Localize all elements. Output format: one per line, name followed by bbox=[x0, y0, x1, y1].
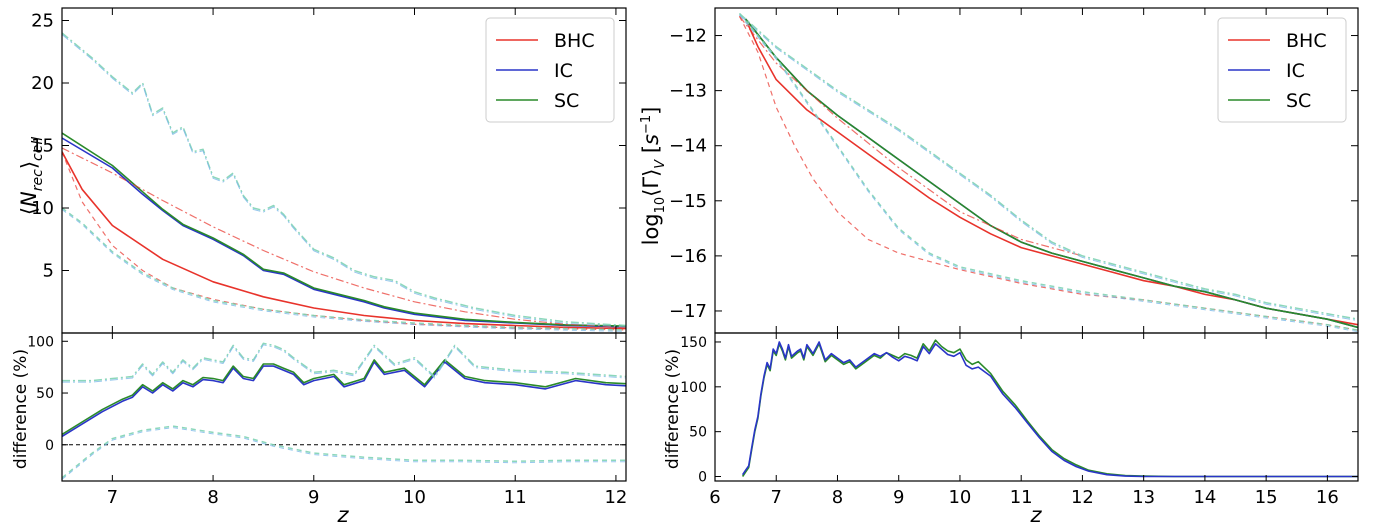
ytick-label-bottom-right: 100 bbox=[680, 380, 707, 396]
series-top-right-5-shadow bbox=[739, 14, 1358, 322]
xtick-label-bottom-left: 8 bbox=[207, 487, 218, 508]
xtick-label-bottom-right: 9 bbox=[893, 487, 904, 508]
legend-label-bhc: BHC bbox=[554, 30, 595, 52]
ytick-label-bottom-left: 50 bbox=[36, 386, 54, 402]
axes-frame-bottom-right bbox=[714, 332, 1359, 482]
ytick-label-bottom-left: 0 bbox=[45, 438, 54, 454]
ytick-label-top-right: −16 bbox=[669, 246, 707, 267]
ytick-label-top-right: −13 bbox=[669, 81, 707, 102]
xtick-label-bottom-right: 16 bbox=[1316, 487, 1339, 508]
xtick-label-bottom-right: 7 bbox=[771, 487, 782, 508]
ytick-label-top-right: −14 bbox=[669, 136, 707, 157]
plot-area-top-left bbox=[62, 32, 626, 332]
series-top-left-6-shadow bbox=[62, 209, 626, 332]
series-bottom-left-2 bbox=[62, 342, 626, 382]
legend-label-ic: IC bbox=[554, 60, 573, 82]
series-bottom-left-0-ic bbox=[62, 361, 626, 438]
legend-top-right: BHC IC SC bbox=[1217, 17, 1347, 123]
ytick-label-top-left: 15 bbox=[31, 136, 54, 157]
legend-label-ic: IC bbox=[1286, 60, 1305, 82]
ytick-label-bottom-right: 0 bbox=[698, 470, 707, 486]
legend-top-left: BHC IC SC bbox=[485, 17, 615, 123]
ylabel-top-left: ⟨Nrec⟩cell bbox=[17, 137, 46, 215]
xtick-label-bottom-right: 13 bbox=[1132, 487, 1155, 508]
panel-bottom-left: 7 8 9 10 11 12 0 50 100 bbox=[27, 332, 627, 508]
xtick-label-bottom-left: 12 bbox=[604, 487, 627, 508]
ytick-label-top-right: −12 bbox=[669, 26, 707, 47]
plot-area-bottom-left bbox=[62, 342, 626, 480]
series-bottom-left-3 bbox=[62, 425, 626, 479]
series-bottom-left-2-shadow bbox=[62, 344, 626, 383]
xtick-label-bottom-right: 8 bbox=[832, 487, 843, 508]
axes-frame-bottom-left bbox=[61, 332, 627, 482]
ylabel-bottom-right: difference (%) bbox=[663, 349, 683, 469]
ylabel-top-right: log10⟨Γ⟩V [s−1] bbox=[639, 107, 668, 246]
ytick-label-top-left: 5 bbox=[43, 261, 54, 282]
legend-box-top-right bbox=[1217, 17, 1347, 123]
ytick-label-bottom-right: 150 bbox=[680, 335, 707, 351]
plot-area-bottom-right bbox=[741, 339, 1358, 478]
series-top-right-2-sc bbox=[744, 18, 1358, 329]
xtick-label-bottom-right: 14 bbox=[1193, 487, 1216, 508]
series-top-right-5 bbox=[738, 12, 1358, 320]
ytick-label-top-right: −15 bbox=[669, 191, 707, 212]
series-top-left-6 bbox=[62, 207, 626, 331]
ylabel-bottom-left: difference (%) bbox=[11, 349, 31, 469]
plot-area-top-right bbox=[738, 12, 1358, 333]
xtick-label-bottom-right: 15 bbox=[1255, 487, 1278, 508]
series-top-right-6 bbox=[738, 13, 1358, 331]
series-bottom-left-1-sc bbox=[62, 359, 626, 436]
series-top-left-5-shadow bbox=[62, 34, 626, 328]
series-bottom-left-3-shadow bbox=[62, 427, 626, 480]
series-top-right-3 bbox=[738, 16, 1358, 331]
panel-bottom-right: 6 7 8 9 10 11 12 13 14 15 16 0 50 100 150 bbox=[680, 332, 1359, 508]
series-top-left-5 bbox=[62, 32, 626, 327]
xtick-label-bottom-left: 9 bbox=[308, 487, 319, 508]
xtick-label-bottom-left: 7 bbox=[107, 487, 118, 508]
series-bottom-right-1-ic bbox=[741, 341, 1358, 478]
series-top-left-2-sc bbox=[62, 132, 626, 327]
legend-label-sc: SC bbox=[554, 90, 579, 112]
xtick-label-bottom-right: 11 bbox=[1010, 487, 1033, 508]
ytick-label-bottom-left: 100 bbox=[27, 334, 54, 350]
series-top-left-4 bbox=[62, 147, 626, 328]
series-bottom-right-0-sc bbox=[741, 339, 1358, 478]
xlabel-bottom-left: z bbox=[336, 503, 349, 526]
panel-top-left: 5 10 15 20 25 BHC IC SC bbox=[31, 7, 627, 334]
xtick-label-bottom-right: 12 bbox=[1071, 487, 1094, 508]
legend-label-bhc: BHC bbox=[1286, 30, 1327, 52]
series-top-right-4 bbox=[739, 15, 1083, 257]
ytick-label-top-left: 20 bbox=[31, 73, 54, 94]
ytick-label-top-left: 10 bbox=[31, 198, 54, 219]
ytick-label-top-left: 25 bbox=[31, 11, 54, 32]
series-top-left-0-bhc bbox=[62, 151, 626, 330]
ytick-label-bottom-right: 50 bbox=[689, 425, 707, 441]
series-top-left-1-ic bbox=[62, 137, 626, 328]
xtick-label-bottom-right: 10 bbox=[948, 487, 971, 508]
xlabel-bottom-right: z bbox=[1029, 503, 1042, 526]
legend-box-top-left bbox=[485, 17, 615, 123]
xtick-label-bottom-left: 10 bbox=[403, 487, 426, 508]
legend-label-sc: SC bbox=[1286, 90, 1311, 112]
xtick-label-bottom-left: 11 bbox=[504, 487, 527, 508]
series-top-right-6-shadow bbox=[739, 14, 1358, 333]
ytick-label-top-right: −17 bbox=[669, 301, 707, 322]
xtick-label-bottom-right: 6 bbox=[709, 487, 720, 508]
